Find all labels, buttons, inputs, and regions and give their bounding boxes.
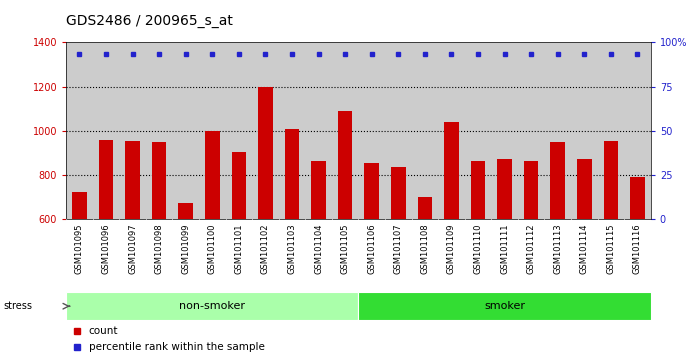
- Text: percentile rank within the sample: percentile rank within the sample: [89, 342, 264, 352]
- Bar: [311, 161, 326, 352]
- Text: GSM101103: GSM101103: [287, 223, 296, 274]
- Bar: [630, 177, 644, 352]
- Text: GSM101113: GSM101113: [553, 223, 562, 274]
- Text: GSM101099: GSM101099: [181, 223, 190, 274]
- Text: GSM101095: GSM101095: [75, 223, 84, 274]
- Text: GSM101116: GSM101116: [633, 223, 642, 274]
- Bar: [418, 198, 432, 352]
- Text: GSM101110: GSM101110: [473, 223, 482, 274]
- Text: GSM101107: GSM101107: [394, 223, 403, 274]
- Bar: [524, 161, 539, 352]
- Text: stress: stress: [3, 301, 33, 311]
- Bar: [66, 292, 358, 320]
- Text: GSM101108: GSM101108: [420, 223, 429, 274]
- Bar: [285, 129, 299, 352]
- Bar: [99, 140, 113, 352]
- Text: GSM101106: GSM101106: [367, 223, 377, 274]
- Bar: [577, 159, 592, 352]
- Text: GSM101096: GSM101096: [102, 223, 111, 274]
- Bar: [391, 167, 406, 352]
- Text: GSM101109: GSM101109: [447, 223, 456, 274]
- Bar: [358, 292, 651, 320]
- Text: smoker: smoker: [484, 301, 525, 311]
- Bar: [178, 203, 193, 352]
- Bar: [205, 131, 219, 352]
- Text: GSM101097: GSM101097: [128, 223, 137, 274]
- Text: GSM101115: GSM101115: [606, 223, 615, 274]
- Text: GDS2486 / 200965_s_at: GDS2486 / 200965_s_at: [66, 14, 233, 28]
- Bar: [152, 142, 166, 352]
- Text: GSM101104: GSM101104: [314, 223, 323, 274]
- Text: GSM101098: GSM101098: [155, 223, 164, 274]
- Bar: [470, 161, 485, 352]
- Bar: [232, 152, 246, 352]
- Text: GSM101111: GSM101111: [500, 223, 509, 274]
- Text: non-smoker: non-smoker: [180, 301, 245, 311]
- Text: GSM101114: GSM101114: [580, 223, 589, 274]
- Text: GSM101101: GSM101101: [235, 223, 244, 274]
- Bar: [444, 122, 459, 352]
- Bar: [125, 141, 140, 352]
- Text: GSM101105: GSM101105: [340, 223, 349, 274]
- Bar: [338, 111, 352, 352]
- Bar: [72, 192, 87, 352]
- Bar: [258, 87, 273, 352]
- Bar: [365, 163, 379, 352]
- Bar: [551, 142, 565, 352]
- Text: GSM101100: GSM101100: [208, 223, 216, 274]
- Text: GSM101112: GSM101112: [527, 223, 536, 274]
- Bar: [603, 141, 618, 352]
- Bar: [497, 159, 512, 352]
- Text: GSM101102: GSM101102: [261, 223, 270, 274]
- Text: count: count: [89, 326, 118, 336]
